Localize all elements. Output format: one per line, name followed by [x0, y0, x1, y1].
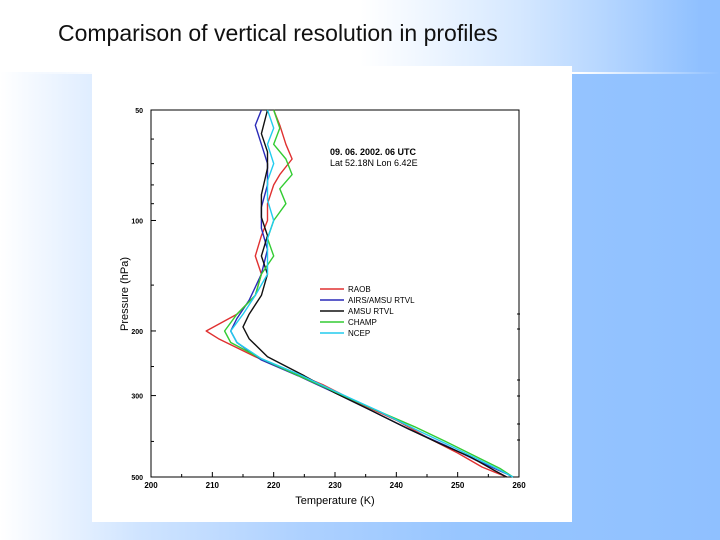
- series-line-amsu-rtvl: [242, 109, 508, 478]
- legend-label: RAOB: [348, 285, 371, 294]
- x-tick-label: 240: [390, 481, 404, 490]
- right-edge-ticks: [517, 313, 520, 441]
- y-tick-label: 100: [131, 218, 143, 225]
- x-tick-label: 230: [328, 481, 342, 490]
- series-line-ncep: [229, 109, 514, 478]
- legend-label: AMSU RTVL: [348, 307, 394, 316]
- figure-panel: 50 100 200 300 500 200 210 220 230 240 250 260 09.…: [92, 66, 572, 522]
- x-axis-label: Temperature (K): [295, 495, 374, 507]
- series-line-champ: [223, 109, 514, 478]
- x-tick-label: 220: [267, 481, 281, 490]
- chart-title: 09. 06. 2002. 06 UTC: [330, 147, 417, 157]
- slide-title: Comparison of vertical resolution in pro…: [58, 20, 498, 46]
- x-tick-label: 260: [512, 481, 526, 490]
- profile-chart: 50 100 200 300 500 200 210 220 230 240 250 260 09.…: [119, 108, 526, 507]
- y-axis-label: Pressure (hPa): [119, 257, 131, 331]
- x-tick-label: 210: [206, 481, 220, 490]
- legend-label: AIRS/AMSU RTVL: [348, 296, 415, 305]
- legend-label: NCEP: [348, 329, 370, 338]
- x-tick-label: 250: [451, 481, 465, 490]
- series-lines: [205, 109, 514, 478]
- legend: RAOB AIRS/AMSU RTVL AMSU RTVL CHAMP NCEP: [316, 276, 436, 342]
- legend-box: [316, 276, 436, 342]
- chart-subtitle: Lat 52.18N Lon 6.42E: [330, 158, 418, 168]
- y-ticks: 50 100 200 300 500: [131, 108, 156, 482]
- y-tick-label: 50: [135, 108, 143, 115]
- y-tick-label: 200: [131, 329, 143, 336]
- y-tick-label: 500: [131, 475, 143, 482]
- x-tick-label: 200: [144, 481, 158, 490]
- legend-label: CHAMP: [348, 318, 377, 327]
- header-band: [0, 0, 720, 72]
- y-tick-label: 300: [131, 394, 143, 401]
- x-ticks: 200 210 220 230 240 250 260: [144, 472, 526, 490]
